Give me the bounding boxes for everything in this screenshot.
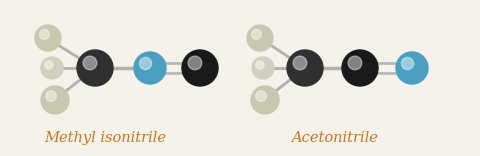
- Circle shape: [182, 50, 218, 86]
- Circle shape: [287, 50, 323, 86]
- Text: Acetonitrile: Acetonitrile: [291, 131, 378, 145]
- Circle shape: [139, 57, 152, 70]
- Circle shape: [348, 56, 362, 70]
- Circle shape: [77, 50, 113, 86]
- Circle shape: [41, 57, 63, 79]
- Circle shape: [247, 25, 273, 51]
- Circle shape: [41, 86, 69, 114]
- Text: Methyl isonitrile: Methyl isonitrile: [44, 131, 166, 145]
- Circle shape: [35, 25, 61, 51]
- Circle shape: [293, 56, 307, 70]
- Circle shape: [45, 61, 53, 69]
- Circle shape: [39, 29, 49, 39]
- Circle shape: [83, 56, 97, 70]
- Circle shape: [251, 86, 279, 114]
- Circle shape: [134, 52, 166, 84]
- Circle shape: [401, 57, 414, 70]
- Circle shape: [252, 29, 261, 39]
- Circle shape: [188, 56, 202, 70]
- Circle shape: [342, 50, 378, 86]
- Circle shape: [256, 91, 266, 101]
- Circle shape: [252, 57, 274, 79]
- Circle shape: [256, 61, 264, 69]
- Circle shape: [396, 52, 428, 84]
- Circle shape: [46, 91, 57, 101]
